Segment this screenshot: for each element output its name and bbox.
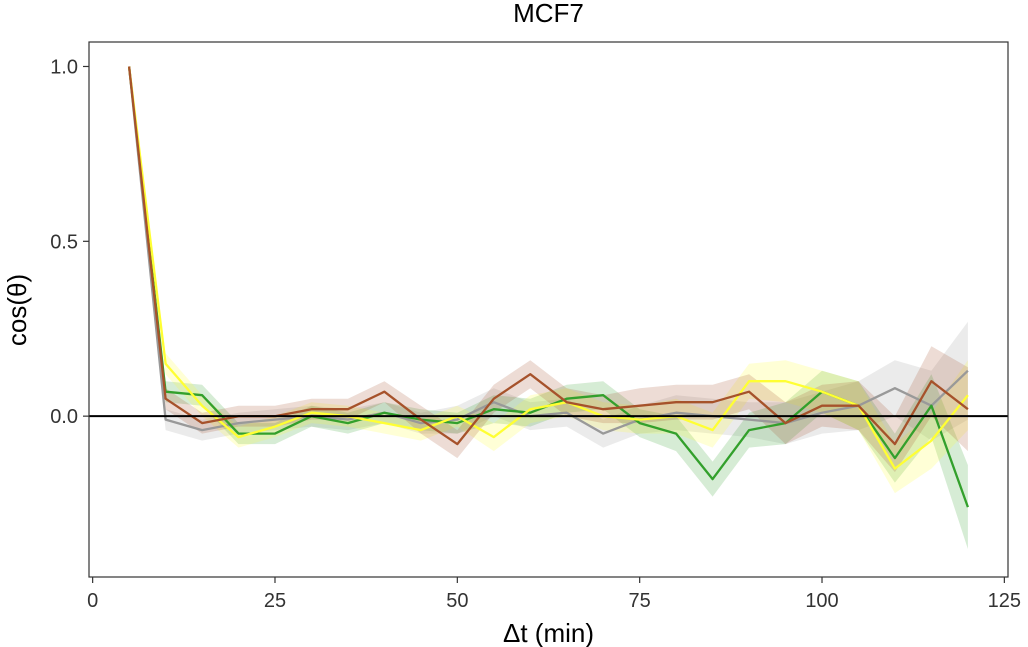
series-3-band xyxy=(129,66,968,494)
x-tick-label-25: 25 xyxy=(264,590,286,612)
x-tick-label-125: 125 xyxy=(988,590,1021,612)
confidence-bands xyxy=(129,66,968,549)
plot-panel-border xyxy=(88,41,1009,578)
x-tick-label-0: 0 xyxy=(87,590,98,612)
x-tick-label-75: 75 xyxy=(629,590,651,612)
x-tick-label-100: 100 xyxy=(805,590,838,612)
y-axis-title: cos(θ) xyxy=(2,274,32,346)
y-tick-label-1.0: 1.0 xyxy=(50,56,78,78)
series-1-band xyxy=(129,66,968,448)
series-1-line xyxy=(127,66,969,435)
y-axis: 0.0 0.5 1.0 xyxy=(50,56,89,428)
x-axis-title: Δt (min) xyxy=(503,618,594,647)
y-tick-label-0.5: 0.5 xyxy=(50,231,78,253)
chart-title: MCF7 xyxy=(513,0,584,28)
x-tick-label-50: 50 xyxy=(446,590,468,612)
series-3-line xyxy=(127,66,969,470)
y-tick-label-0.0: 0.0 xyxy=(50,406,78,428)
series-2-band xyxy=(129,66,968,549)
x-axis: 0 25 50 75 100 125 xyxy=(87,577,1021,612)
